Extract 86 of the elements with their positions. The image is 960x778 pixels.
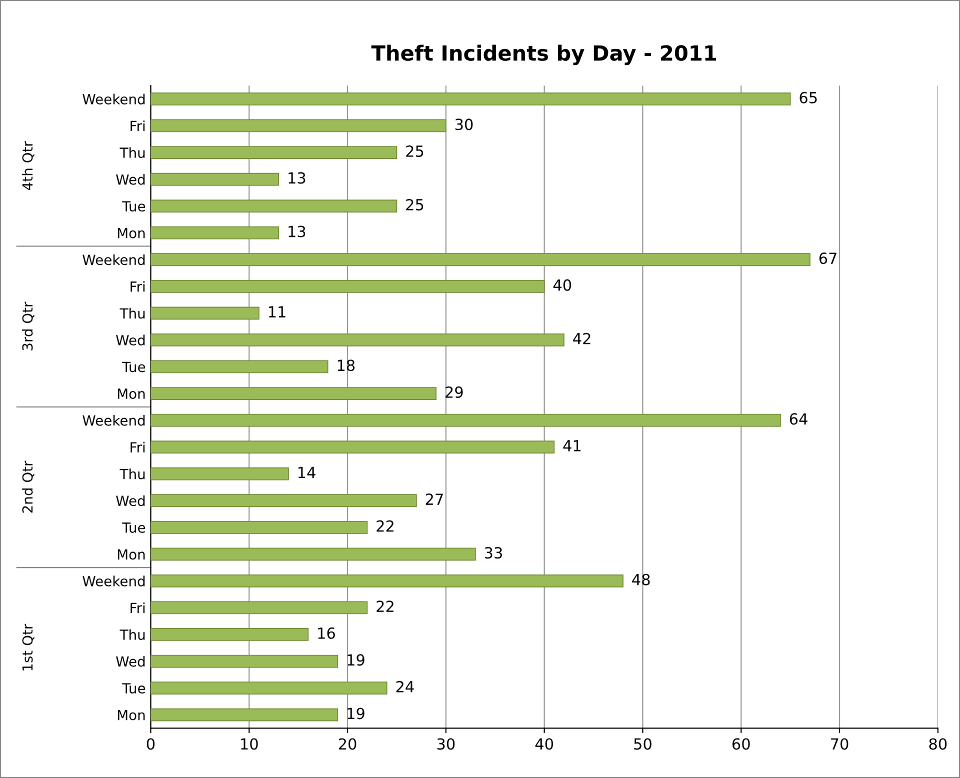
y-tick-label: Mon [118,228,145,238]
y-tick-label: Mon [118,710,145,720]
bar [150,280,545,293]
bar [150,440,555,454]
y-tick-label: Weekend [82,94,145,104]
y-tick-label: Fri [130,281,145,292]
data-label: 40 [553,279,572,291]
data-label: 18 [338,360,355,372]
y-tick-label: Thu [120,308,145,319]
x-tick-label: 60 [732,738,750,750]
x-tick-label: 10 [241,738,258,750]
data-label: 19 [348,708,364,720]
data-label: 48 [632,574,650,586]
data-label: 65 [800,92,817,104]
y-tick-label: Thu [120,629,145,640]
text: 2nd Qtr [22,460,34,513]
text: 4th Qtr [22,141,34,190]
chart-title: Theft Incidents by Day - 2011 [371,44,716,66]
bar [150,467,289,480]
data-label: 22 [376,520,394,532]
bar [150,548,476,561]
data-label: 42 [573,332,590,344]
y-tick-label: Fri [130,120,145,132]
y-tick-label: Thu [120,468,145,480]
bar [150,172,280,186]
y-tick-label: Tue [122,683,146,694]
bar [150,360,328,374]
bar [150,628,309,641]
y-tick-label: Tue [122,362,146,372]
x-tick-label: 70 [831,738,848,750]
x-tick-label: 80 [929,738,947,750]
data-label: 29 [446,386,463,398]
bar [150,119,446,132]
y-tick-label: Tue [122,522,146,533]
data-label: 13 [288,172,306,184]
data-label: 14 [298,466,316,478]
y-tick-label: Wed [116,656,145,667]
x-tick-label: 30 [437,738,455,750]
x-tick-label: 20 [338,738,356,750]
data-label: 22 [376,600,394,612]
y-tick-label: Weekend [82,576,145,586]
x-tick-label: 0 [146,738,155,750]
bar [150,574,624,588]
bar [150,654,338,668]
data-label: 16 [318,627,335,639]
data-label: 30 [455,118,473,130]
x-tick-label: 50 [634,738,652,750]
bar [150,601,368,614]
y-tick-label: Thu [120,147,145,158]
bar [150,306,260,320]
data-label: 25 [406,145,424,157]
y-tick-label: Fri [130,602,145,613]
bar [150,253,810,266]
x-tick-label: 40 [535,738,554,750]
bar [150,92,791,106]
data-label: 19 [348,654,364,666]
text: 1st Qtr [22,624,34,670]
text: 3rd Qtr [22,302,34,350]
bar [150,520,368,534]
data-label: 11 [268,306,286,318]
data-label: 33 [484,547,502,559]
data-label: 24 [396,680,414,692]
bar [150,334,564,346]
y-tick-label: Weekend [82,254,145,266]
y-tick-label: Tue [122,201,146,212]
y-tick-label: Wed [116,495,145,506]
bar [150,708,338,722]
data-label: 64 [790,413,808,425]
y-tick-label: Weekend [82,415,145,426]
data-label: 25 [406,198,424,211]
data-label: 67 [819,252,836,264]
data-label: 13 [288,226,306,238]
y-tick-label: Mon [118,388,145,399]
data-label: 27 [426,493,443,505]
bar [150,387,436,400]
data-label: 41 [563,440,581,452]
bar [150,146,398,159]
bar [150,226,280,240]
bar [150,494,417,508]
y-tick-label: Mon [118,549,145,560]
y-tick-label: Fri [130,442,145,452]
bar [150,200,398,213]
bar [150,682,388,694]
bar [150,414,781,427]
y-tick-label: Wed [116,334,145,346]
y-tick-label: Wed [116,174,145,185]
